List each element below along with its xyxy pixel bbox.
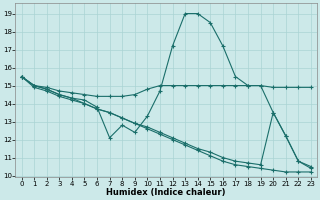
- X-axis label: Humidex (Indice chaleur): Humidex (Indice chaleur): [107, 188, 226, 197]
